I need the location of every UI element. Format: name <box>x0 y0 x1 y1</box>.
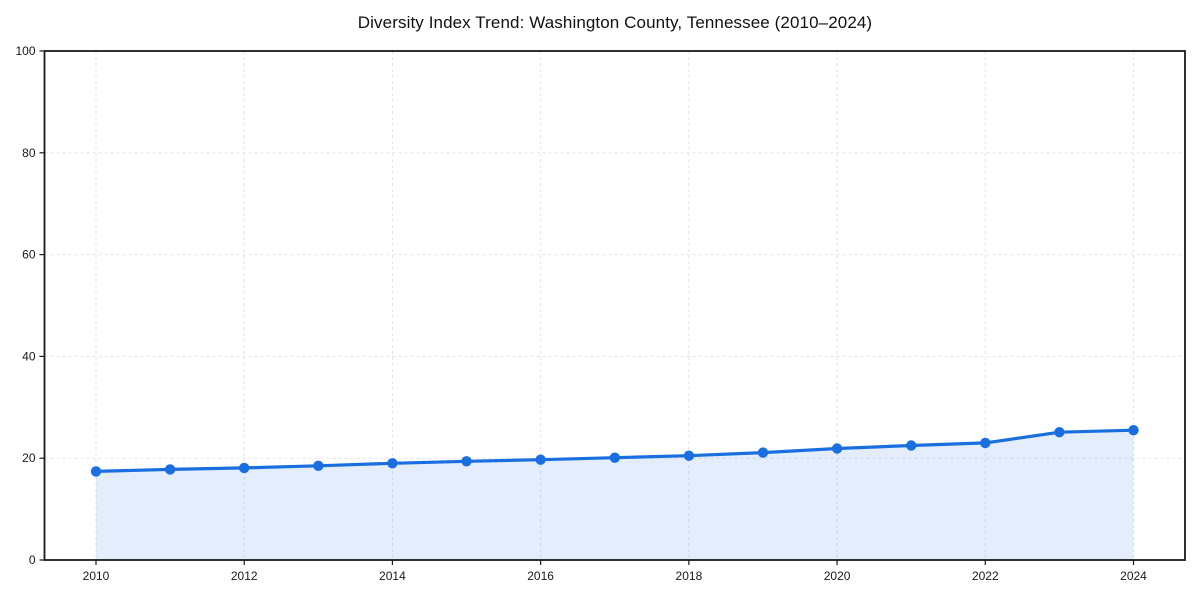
y-tick-label: 80 <box>22 146 36 160</box>
y-tick-label: 40 <box>22 349 36 363</box>
x-tick-label: 2024 <box>1120 569 1147 583</box>
chart-title: Diversity Index Trend: Washington County… <box>357 13 873 32</box>
x-tick-label: 2018 <box>676 569 703 583</box>
data-point-2021 <box>906 440 917 451</box>
data-point-2024 <box>1128 425 1139 436</box>
data-point-2018 <box>683 450 695 461</box>
data-point-2020 <box>831 443 843 454</box>
x-tick-label: 2020 <box>824 569 851 583</box>
y-tick-label: 100 <box>15 44 35 58</box>
data-point-2012 <box>239 462 250 474</box>
x-tick-label: 2016 <box>527 569 554 583</box>
x-tick-label: 2012 <box>231 569 258 583</box>
y-tick-label: 0 <box>29 553 36 567</box>
data-point-2016 <box>535 454 546 465</box>
y-tick-label: 60 <box>22 248 36 262</box>
data-point-2023 <box>1054 427 1065 438</box>
data-point-2014 <box>387 458 398 469</box>
area-fill <box>96 430 1134 560</box>
y-tick-label: 20 <box>22 451 36 465</box>
data-point-2010 <box>90 466 102 477</box>
data-point-2015 <box>461 456 472 467</box>
x-tick-label: 2014 <box>379 569 406 583</box>
plot-frame <box>43 50 1186 561</box>
data-point-2013 <box>313 460 324 471</box>
data-point-2019 <box>757 447 769 458</box>
data-point-2022 <box>980 437 991 449</box>
data-point-2011 <box>164 464 176 475</box>
x-tick-label: 2022 <box>972 569 999 583</box>
x-tick-label: 2010 <box>83 569 110 583</box>
data-point-2017 <box>609 452 620 463</box>
